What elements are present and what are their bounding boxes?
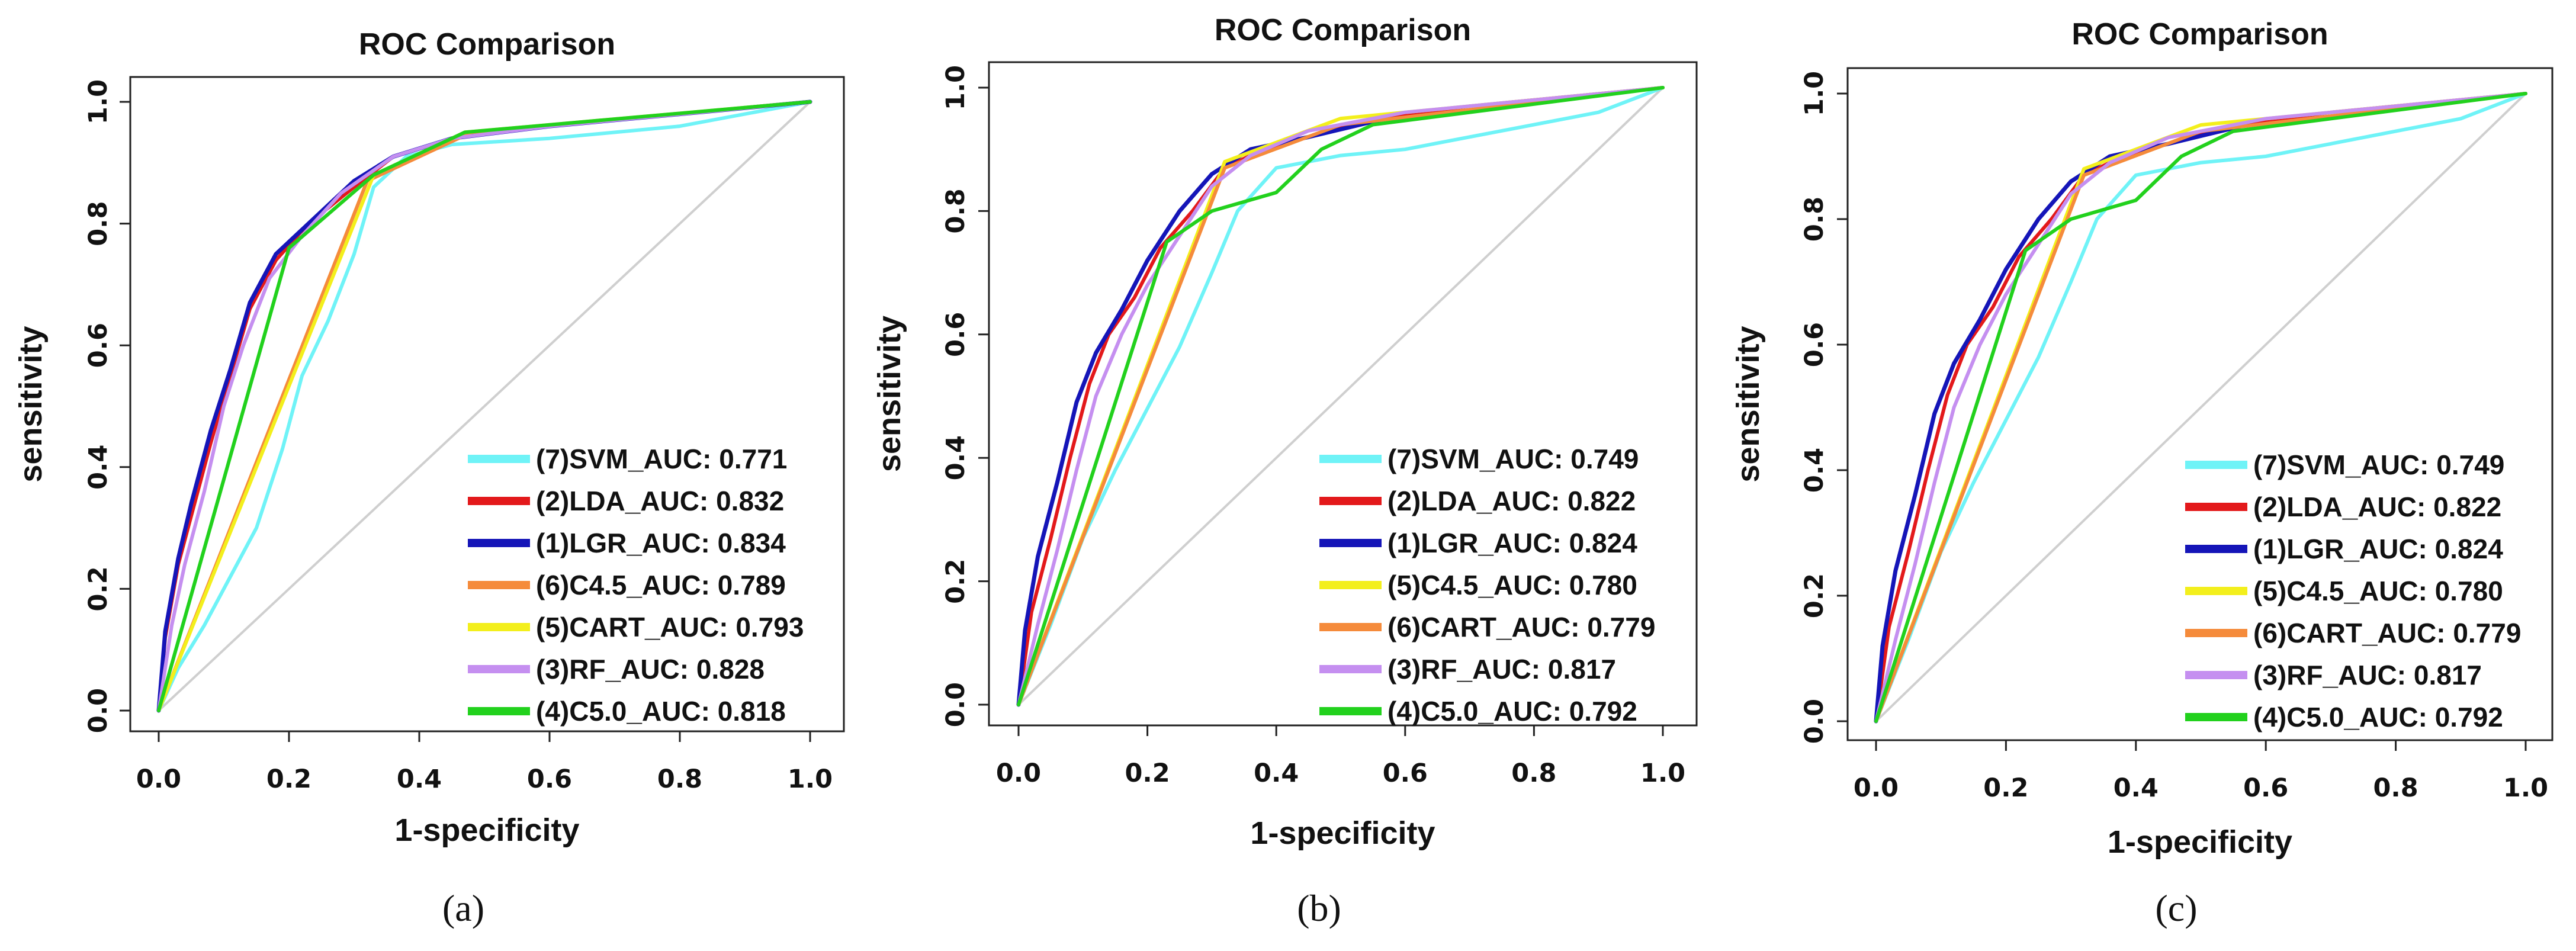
y-tick-label: 1.0	[1800, 71, 1829, 116]
chart-title: ROC Comparison	[359, 27, 615, 62]
y-tick-label: 0.6	[1800, 322, 1829, 367]
panel-label: (b)	[1297, 887, 1341, 929]
legend-entry: (5)C4.5_AUC: 0.780	[2253, 576, 2503, 606]
legend-entry: (2)LDA_AUC: 0.832	[536, 486, 784, 516]
legend-entry: (6)CART_AUC: 0.779	[1387, 612, 1655, 642]
roc-curve-series-5	[1017, 86, 1665, 706]
x-tick-label: 0.6	[1383, 759, 1428, 788]
legend-entry: (4)C5.0_AUC: 0.792	[1387, 696, 1637, 727]
panel-label: (a)	[442, 887, 484, 929]
x-tick-label: 0.2	[266, 764, 311, 794]
roc-curve-series-3	[1874, 123, 2249, 724]
plot-frame	[988, 61, 1698, 727]
y-axis-label: sensitivity	[1730, 326, 1766, 482]
legend: (7)SVM_AUC: 0.771 (2)LDA_AUC: 0.832 (1)LGR…	[468, 444, 804, 727]
chart-title: ROC Comparison	[2071, 17, 2328, 52]
roc-panel-1: ROC Comparison 0.0 0.2 0.4 0.6 0.8 1.0 0.0 0.2 0.…	[13, 27, 845, 929]
x-tick-label: 0.8	[657, 764, 702, 794]
roc-curve-series-7	[1017, 86, 1665, 706]
legend: (7)SVM_AUC: 0.749 (2)LDA_AUC: 0.822 (1)LGR…	[1319, 444, 1655, 727]
legend-entry: (1)LGR_AUC: 0.834	[536, 528, 786, 558]
legend-entry: (7)SVM_AUC: 0.749	[1387, 444, 1639, 474]
x-tick-label: 0.8	[2373, 773, 2418, 803]
reference-diagonal	[158, 101, 811, 712]
legend-entry: (1)LGR_AUC: 0.824	[1387, 528, 1637, 558]
y-tick-label: 1.0	[941, 65, 971, 110]
panel-label: (c)	[2155, 887, 2197, 929]
x-tick-label: 0.6	[527, 764, 572, 794]
roc-curve-series-3	[1016, 116, 1388, 707]
legend-entry: (3)RF_AUC: 0.828	[536, 654, 765, 685]
y-tick-label: 0.2	[1800, 573, 1829, 618]
legend-entry: (7)SVM_AUC: 0.749	[2253, 449, 2504, 480]
x-tick-label: 0.4	[397, 764, 442, 794]
y-tick-label: 1.0	[83, 79, 113, 124]
y-tick-label: 0.4	[1800, 448, 1829, 493]
legend-entry: (7)SVM_AUC: 0.771	[536, 444, 787, 474]
y-tick-label: 0.8	[941, 188, 971, 233]
x-tick-label: 0.2	[1125, 759, 1170, 788]
x-tick-label: 0.4	[1254, 759, 1299, 788]
y-tick-label: 0.0	[83, 688, 113, 733]
legend-entry: (1)LGR_AUC: 0.824	[2253, 534, 2503, 564]
y-tick-label: 0.0	[1800, 699, 1829, 744]
y-tick-label: 0.4	[83, 445, 113, 490]
roc-panel-2: ROC Comparison 0.0 0.2 0.4 0.6 0.8 1.0 0.0 0.2 0.…	[872, 13, 1698, 929]
legend-entry: (6)CART_AUC: 0.779	[2253, 618, 2521, 648]
x-axis-label: 1-specificity	[1250, 815, 1435, 851]
y-tick-label: 0.6	[941, 312, 971, 357]
x-tick-label: 0.6	[2243, 773, 2288, 803]
legend-entry: (2)LDA_AUC: 0.822	[2253, 491, 2501, 522]
reference-diagonal	[1017, 86, 1664, 706]
x-tick-label: 0.0	[1854, 773, 1899, 803]
legend-entry: (2)LDA_AUC: 0.822	[1387, 486, 1636, 516]
x-tick-label: 0.0	[996, 759, 1041, 788]
roc-panel-3: ROC Comparison 0.0 0.2 0.4 0.6 0.8 1.0 0.0 0.2 0.…	[1730, 17, 2553, 929]
legend-entry: (5)C4.5_AUC: 0.780	[1387, 570, 1637, 600]
legend-entry: (4)C5.0_AUC: 0.818	[536, 696, 786, 727]
x-tick-label: 0.0	[136, 764, 181, 794]
roc-curve-series-5	[1874, 92, 2527, 723]
legend-entry: (5)CART_AUC: 0.793	[536, 612, 804, 642]
legend-entry: (3)RF_AUC: 0.817	[1387, 654, 1616, 685]
x-tick-label: 1.0	[1640, 759, 1685, 788]
reference-diagonal	[1875, 92, 2527, 722]
y-axis-label: sensitivity	[13, 326, 49, 482]
y-tick-label: 0.4	[941, 435, 971, 480]
roc-curve-series-7	[1874, 92, 2527, 723]
x-tick-label: 1.0	[2503, 773, 2548, 803]
legend-entry: (6)C4.5_AUC: 0.789	[536, 570, 786, 600]
roc-curve-series-7	[157, 100, 812, 712]
x-tick-label: 0.4	[2114, 773, 2159, 803]
roc-curve-series-6	[1874, 92, 2527, 723]
legend-entry: (3)RF_AUC: 0.817	[2253, 660, 2482, 690]
x-axis-label: 1-specificity	[394, 812, 579, 848]
x-tick-label: 0.2	[1983, 773, 2028, 803]
x-tick-label: 1.0	[788, 764, 833, 794]
legend: (7)SVM_AUC: 0.749 (2)LDA_AUC: 0.822 (1)LGR…	[2185, 449, 2521, 732]
plot-frame	[1846, 67, 2553, 741]
y-tick-label: 0.0	[941, 682, 971, 727]
y-tick-label: 0.2	[83, 566, 113, 611]
roc-curve-series-6	[1017, 86, 1665, 706]
y-tick-label: 0.6	[83, 323, 113, 368]
legend-entry: (4)C5.0_AUC: 0.792	[2253, 702, 2503, 732]
x-tick-label: 0.8	[1511, 759, 1556, 788]
roc-curve-series-1	[157, 100, 812, 712]
y-tick-label: 0.2	[941, 559, 971, 604]
plot-frame	[129, 76, 845, 732]
y-tick-label: 0.8	[1800, 197, 1829, 242]
y-tick-label: 0.8	[83, 201, 113, 246]
chart-title: ROC Comparison	[1215, 13, 1471, 47]
y-axis-label: sensitivity	[872, 316, 907, 472]
x-axis-label: 1-specificity	[2108, 824, 2292, 860]
